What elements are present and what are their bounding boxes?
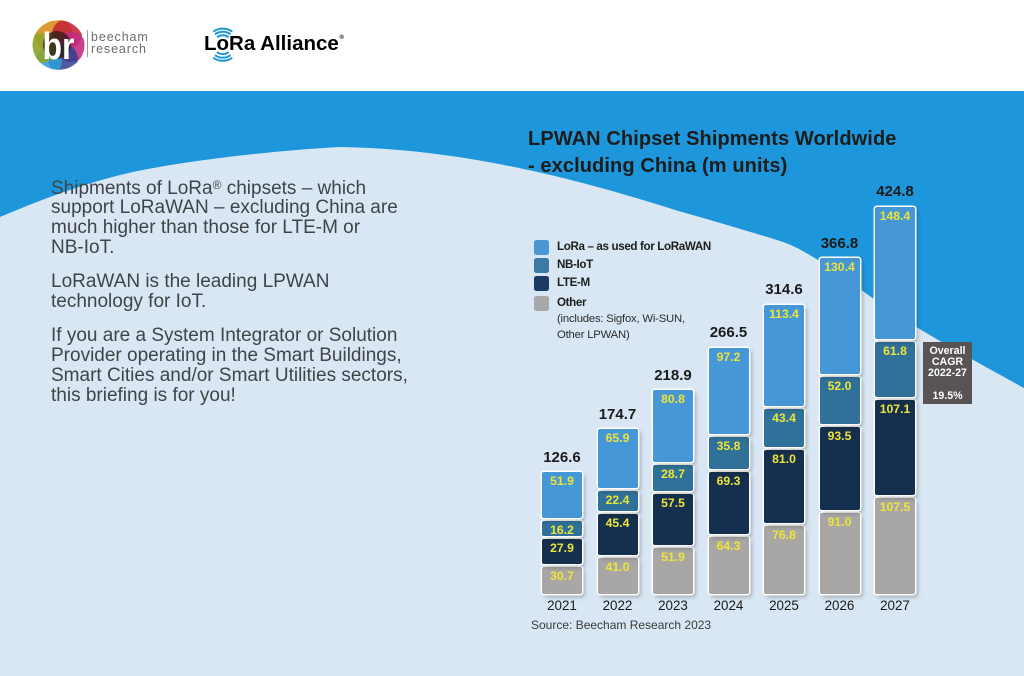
svg-text:LoRa Alliance: LoRa Alliance: [204, 32, 339, 55]
svg-text:®: ®: [340, 34, 345, 41]
svg-text:br: br: [43, 25, 75, 67]
